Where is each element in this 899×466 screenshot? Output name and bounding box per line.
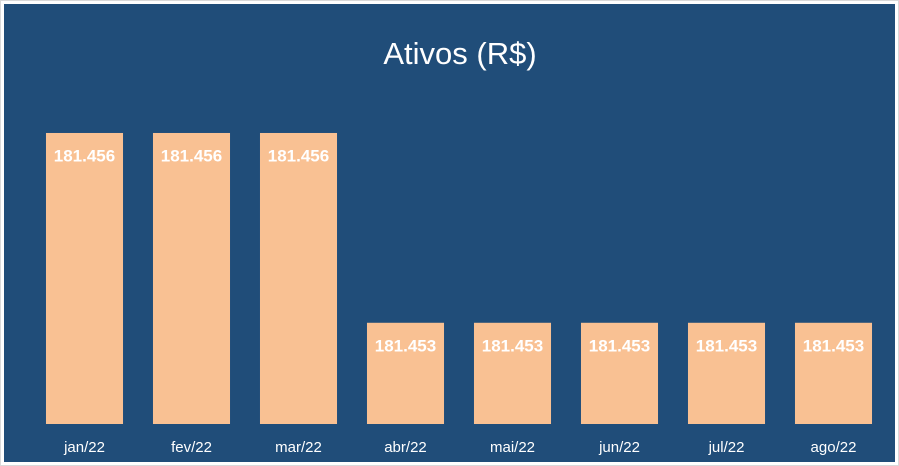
bar (687, 322, 766, 424)
x-tick-label: jan/22 (63, 439, 105, 456)
x-tick-label: mai/22 (490, 439, 535, 456)
x-tick-label: jul/22 (708, 439, 745, 456)
chart-title: Ativos (R$) (383, 36, 536, 71)
data-label: 181.453 (803, 336, 864, 355)
bar (259, 132, 338, 424)
data-label: 181.456 (268, 146, 329, 165)
data-label: 181.453 (375, 336, 436, 355)
bar (794, 322, 873, 424)
x-tick-label: ago/22 (811, 439, 857, 456)
bar (152, 132, 231, 424)
bar (473, 322, 552, 424)
bar (366, 322, 445, 424)
data-label: 181.453 (482, 336, 543, 355)
data-label: 181.453 (589, 336, 650, 355)
data-label: 181.456 (161, 146, 222, 165)
data-label: 181.453 (696, 336, 757, 355)
x-tick-label: abr/22 (384, 439, 427, 456)
data-label: 181.456 (54, 146, 115, 165)
x-tick-label: mar/22 (275, 439, 322, 456)
bar (580, 322, 659, 424)
x-tick-label: jun/22 (598, 439, 640, 456)
bar (45, 132, 124, 424)
x-tick-label: fev/22 (171, 439, 212, 456)
